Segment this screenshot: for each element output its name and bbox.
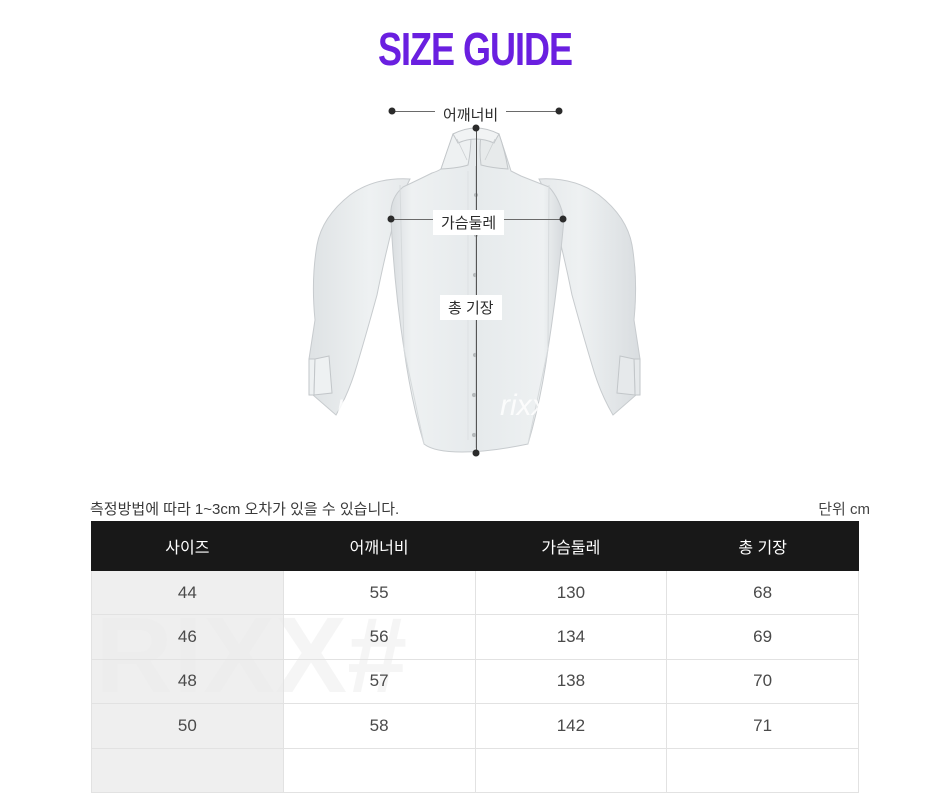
svg-text:rixx: rixx — [337, 389, 385, 422]
svg-text:rixx: rixx — [500, 389, 548, 422]
